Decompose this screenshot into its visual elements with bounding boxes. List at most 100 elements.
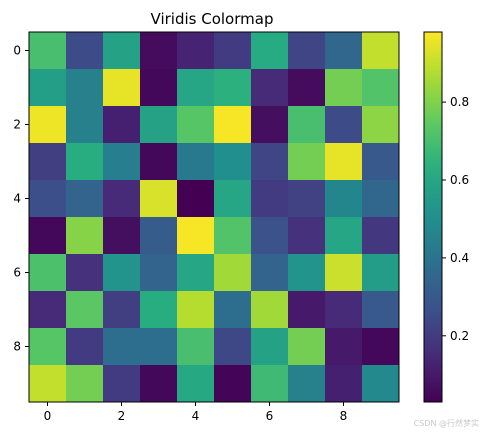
heatmap-cell [29, 365, 67, 403]
heatmap-cell [140, 69, 178, 107]
y-tick-label: 8 [13, 340, 21, 354]
heatmap-cell [140, 291, 178, 329]
heatmap-cell [140, 106, 178, 144]
heatmap-cell [66, 291, 104, 329]
heatmap-cell [214, 69, 252, 107]
colorbar-tick-label: 0.8 [450, 95, 469, 109]
heatmap-cell [251, 254, 289, 292]
heatmap-cell [251, 365, 289, 403]
heatmap-cell [325, 217, 363, 255]
heatmap-cell [29, 106, 67, 144]
heatmap-cell [103, 328, 141, 366]
heatmap-cell [29, 254, 67, 292]
heatmap-cell [103, 32, 141, 70]
heatmap-cell [29, 217, 67, 255]
heatmap-cell [103, 180, 141, 218]
heatmap-cell [214, 180, 252, 218]
heatmap-cell [288, 69, 326, 107]
heatmap-cell [325, 106, 363, 144]
heatmap-cells [29, 32, 400, 403]
heatmap-cell [103, 365, 141, 403]
heatmap-cell [214, 328, 252, 366]
heatmap-cell [140, 254, 178, 292]
heatmap-cell [29, 69, 67, 107]
heatmap-cell [140, 328, 178, 366]
heatmap-cell [288, 143, 326, 181]
heatmap-cell [29, 180, 67, 218]
heatmap-cell [251, 106, 289, 144]
heatmap-cell [288, 291, 326, 329]
colorbar-tick-label: 0.4 [450, 251, 469, 265]
heatmap-cell [251, 180, 289, 218]
colorbar-tick-label: 0.2 [450, 329, 469, 343]
heatmap-cell [288, 217, 326, 255]
heatmap-cell [362, 106, 400, 144]
y-tick-label: 0 [13, 44, 21, 58]
y-tick-label: 6 [13, 266, 21, 280]
heatmap-cell [362, 254, 400, 292]
heatmap-cell [325, 69, 363, 107]
heatmap-cell [214, 254, 252, 292]
y-tick-label: 4 [13, 192, 21, 206]
y-axis: 0 2 4 6 8 [13, 44, 29, 354]
heatmap-cell [177, 143, 215, 181]
heatmap-cell [29, 328, 67, 366]
heatmap-cell [288, 180, 326, 218]
heatmap-cell [66, 143, 104, 181]
colorbar-tick-label: 0.6 [450, 173, 469, 187]
heatmap-cell [288, 32, 326, 70]
heatmap-cell [103, 143, 141, 181]
heatmap-cell [66, 217, 104, 255]
x-tick-label: 4 [192, 409, 200, 423]
heatmap-cell [103, 291, 141, 329]
heatmap-cell [362, 143, 400, 181]
heatmap-cell [29, 291, 67, 329]
heatmap-cell [177, 328, 215, 366]
heatmap-cell [288, 254, 326, 292]
heatmap-cell [177, 254, 215, 292]
x-tick-label: 8 [340, 409, 348, 423]
heatmap-cell [140, 217, 178, 255]
heatmap-cell [140, 143, 178, 181]
heatmap-cell [177, 69, 215, 107]
heatmap-cell [362, 328, 400, 366]
heatmap-cell [325, 291, 363, 329]
x-tick-label: 2 [118, 409, 126, 423]
heatmap-cell [325, 143, 363, 181]
colorbar-axis: 0.2 0.4 0.6 0.8 [442, 95, 469, 343]
heatmap-cell [66, 254, 104, 292]
x-axis: 0 2 4 6 8 [44, 402, 348, 423]
heatmap-cell [177, 217, 215, 255]
heatmap-cell [140, 180, 178, 218]
heatmap-cell [325, 32, 363, 70]
heatmap-cell [214, 365, 252, 403]
heatmap-cell [177, 365, 215, 403]
heatmap-cell [177, 291, 215, 329]
heatmap-cell [103, 69, 141, 107]
heatmap-cell [66, 106, 104, 144]
heatmap-cell [251, 32, 289, 70]
heatmap-cell [362, 32, 400, 70]
chart-title: Viridis Colormap [151, 10, 274, 28]
heatmap-cell [66, 328, 104, 366]
heatmap-cell [29, 32, 67, 70]
x-tick-label: 6 [266, 409, 274, 423]
watermark: CSDN @行然梦实 [413, 419, 479, 428]
plot-frame [28, 31, 400, 403]
heatmap-cell [214, 291, 252, 329]
heatmap-cell [214, 217, 252, 255]
colorbar [423, 31, 443, 403]
heatmap-cell [251, 69, 289, 107]
heatmap-cell [251, 291, 289, 329]
heatmap-cell [325, 328, 363, 366]
heatmap-cell [66, 32, 104, 70]
heatmap-cell [177, 106, 215, 144]
heatmap-cell [140, 365, 178, 403]
heatmap-cell [251, 328, 289, 366]
heatmap-cell [362, 217, 400, 255]
heatmap-cell [214, 106, 252, 144]
heatmap-cell [103, 106, 141, 144]
colorbar-gradient [423, 31, 443, 403]
heatmap-cell [66, 69, 104, 107]
